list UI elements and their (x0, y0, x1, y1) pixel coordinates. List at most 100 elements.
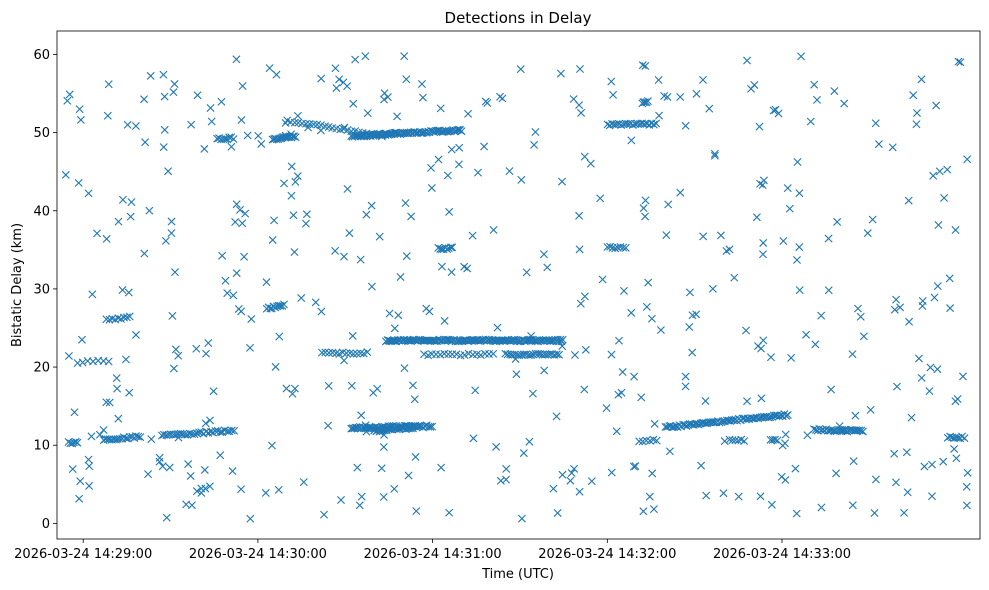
data-point (216, 451, 225, 460)
data-point (332, 349, 341, 358)
data-point (649, 120, 658, 129)
data-point (639, 204, 648, 213)
data-point (335, 75, 344, 84)
data-point (99, 425, 108, 434)
data-point (427, 163, 436, 172)
data-point (144, 470, 153, 479)
data-point (400, 52, 409, 61)
data-point (676, 188, 685, 197)
data-point (630, 372, 639, 381)
data-point (367, 201, 376, 210)
plot-frame (56, 30, 981, 540)
data-point (215, 134, 224, 143)
data-point (158, 462, 167, 471)
data-point (357, 411, 366, 420)
data-point (232, 55, 241, 64)
data-point (874, 140, 883, 149)
data-point (85, 481, 94, 490)
data-point (246, 343, 254, 352)
data-point (734, 492, 743, 501)
data-point (375, 232, 384, 241)
data-point (274, 134, 283, 143)
data-point (356, 349, 365, 358)
data-point (643, 97, 652, 106)
data-point (698, 75, 707, 84)
data-point (227, 142, 236, 151)
data-point (190, 430, 199, 439)
data-point (692, 89, 701, 98)
data-point (743, 397, 752, 406)
data-point (767, 500, 776, 509)
data-point (558, 342, 567, 351)
data-point (522, 350, 531, 359)
data-point (553, 508, 562, 517)
data-point (802, 330, 811, 339)
data-point (104, 80, 113, 89)
data-point (654, 76, 663, 84)
data-point (444, 350, 453, 359)
data-point (77, 335, 86, 344)
data-point (570, 464, 579, 473)
data-point (75, 105, 84, 114)
data-point (349, 99, 358, 108)
data-point (361, 421, 370, 430)
data-point (349, 349, 358, 358)
data-point (324, 381, 333, 390)
data-point (759, 250, 767, 259)
data-point (522, 268, 531, 277)
data-point (628, 120, 637, 129)
data-point (170, 268, 179, 277)
data-point (379, 493, 388, 501)
data-point (373, 384, 382, 393)
data-point (775, 412, 784, 421)
x-tick-label: 2026-03-24 14:30:00 (189, 547, 327, 562)
data-point (169, 364, 178, 373)
data-point (575, 64, 584, 73)
data-point (793, 158, 802, 166)
data-point (868, 215, 877, 224)
data-point (357, 492, 366, 501)
data-point (445, 508, 454, 517)
data-point (681, 372, 690, 381)
data-point (676, 93, 685, 101)
data-point (65, 90, 74, 99)
data-point (289, 211, 298, 220)
data-point (539, 250, 548, 259)
data-point (112, 374, 121, 383)
data-point (517, 175, 526, 184)
data-point (502, 464, 511, 473)
data-point (699, 232, 708, 241)
data-point (926, 363, 935, 372)
data-point (446, 243, 455, 252)
data-point (866, 405, 875, 414)
data-point (424, 422, 433, 431)
data-point (126, 212, 135, 221)
data-point (201, 419, 210, 428)
data-point (492, 442, 501, 451)
data-point (757, 394, 766, 403)
data-point (93, 229, 101, 238)
data-point (530, 140, 539, 149)
data-point (293, 111, 302, 120)
data-point (118, 195, 127, 204)
data-point (496, 476, 505, 485)
data-point (558, 177, 567, 186)
data-point (586, 159, 595, 168)
data-point (619, 286, 628, 295)
data-point (103, 111, 112, 120)
data-point (795, 286, 804, 295)
data-point (434, 155, 443, 164)
data-point (755, 122, 764, 131)
data-point (817, 503, 826, 512)
data-point (363, 348, 372, 357)
data-point (641, 61, 650, 70)
data-point (202, 349, 211, 358)
data-point (660, 91, 669, 100)
data-point (61, 170, 70, 179)
data-point (146, 71, 155, 80)
data-point (436, 244, 445, 253)
data-point (929, 171, 938, 180)
data-point (476, 336, 485, 345)
data-point (932, 101, 941, 110)
data-point (410, 395, 419, 404)
